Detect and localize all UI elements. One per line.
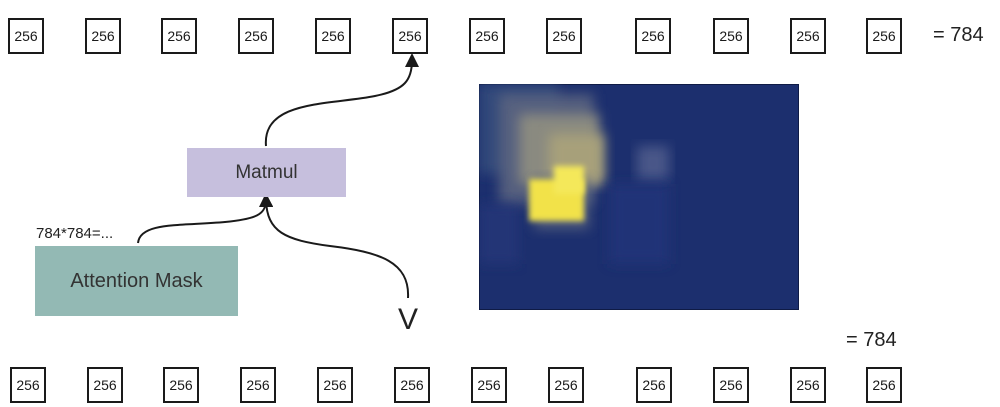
value-label: V bbox=[398, 303, 419, 336]
token-box: 256 bbox=[8, 18, 44, 54]
token-box: 256 bbox=[85, 18, 121, 54]
token-box: 256 bbox=[163, 367, 199, 403]
token-box: 256 bbox=[636, 367, 672, 403]
token-box: 256 bbox=[713, 367, 749, 403]
token-box: 256 bbox=[240, 367, 276, 403]
token-box: 256 bbox=[315, 18, 351, 54]
token-box: 256 bbox=[635, 18, 671, 54]
bottom-row-total: = 784 bbox=[846, 329, 897, 351]
token-box: 256 bbox=[238, 18, 274, 54]
token-box: 256 bbox=[471, 367, 507, 403]
attention-mask-box: Attention Mask bbox=[35, 246, 238, 316]
matmul-box: Matmul bbox=[187, 148, 346, 197]
token-box: 256 bbox=[87, 367, 123, 403]
attention-mask-dimension: 784*784=... bbox=[36, 225, 114, 242]
token-box: 256 bbox=[392, 18, 428, 54]
arrow-matmul-to-token bbox=[264, 53, 419, 147]
attention-heatmap-image bbox=[479, 84, 799, 310]
token-box: 256 bbox=[790, 367, 826, 403]
arrow-mask-to-matmul bbox=[137, 193, 273, 244]
token-box: 256 bbox=[394, 367, 430, 403]
token-box: 256 bbox=[10, 367, 46, 403]
token-box: 256 bbox=[713, 18, 749, 54]
token-box: 256 bbox=[866, 18, 902, 54]
token-box: 256 bbox=[790, 18, 826, 54]
token-box: 256 bbox=[317, 367, 353, 403]
token-box: 256 bbox=[546, 18, 582, 54]
token-box: 256 bbox=[866, 367, 902, 403]
token-box: 256 bbox=[469, 18, 505, 54]
token-box: 256 bbox=[161, 18, 197, 54]
top-row-total: = 784 bbox=[933, 24, 984, 46]
token-box: 256 bbox=[548, 367, 584, 403]
arrow-v-to-matmul bbox=[259, 193, 410, 299]
